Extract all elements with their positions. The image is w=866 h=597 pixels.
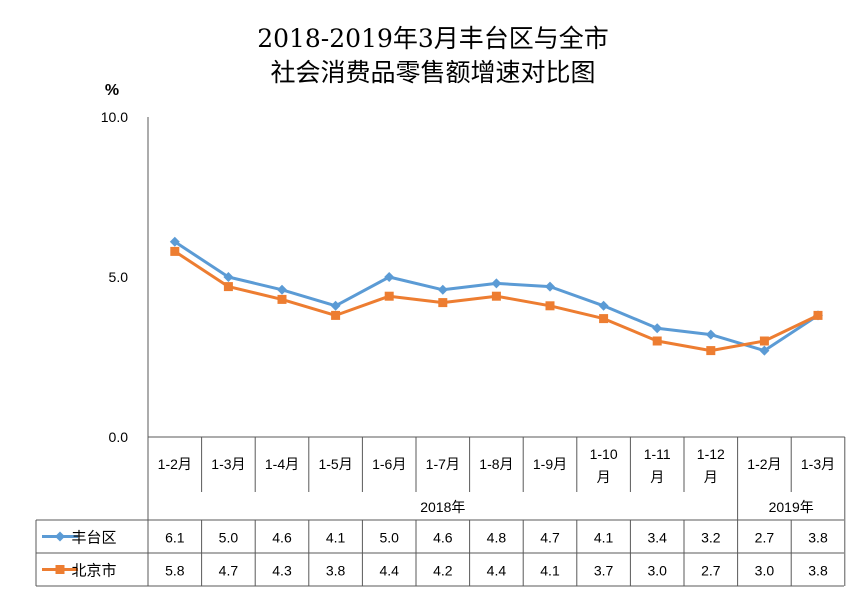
diamond-data-point: [223, 272, 234, 282]
data-table-cell: 5.0: [379, 530, 399, 546]
diamond-data-point: [759, 345, 770, 356]
square-data-point: [170, 246, 180, 256]
data-table-cell: 4.6: [272, 530, 292, 546]
y-tick-label: 5.0: [109, 269, 129, 285]
x-tick-label: 1-3月: [801, 456, 835, 472]
data-table-cell: 4.7: [219, 563, 239, 579]
x-tick-label: 1-5月: [318, 456, 352, 472]
legend-label: 丰台区: [71, 530, 116, 547]
legend-label: 北京市: [71, 563, 116, 580]
y-axis: 0.0 5.0 10.0: [101, 109, 149, 445]
data-table-cell: 4.6: [433, 530, 453, 546]
x-tick-label: 月: [704, 469, 718, 485]
series-line: [173, 250, 819, 353]
x-tick-label: 1-4月: [265, 456, 299, 472]
square-data-point: [706, 346, 716, 356]
square-data-point: [223, 282, 233, 292]
data-table-cell: 4.1: [540, 563, 560, 579]
category-table-grid: [35, 436, 846, 587]
year-group-label: 2018年: [420, 499, 465, 515]
square-data-point: [491, 291, 501, 301]
data-table-cell: 4.7: [540, 530, 560, 546]
square-data-point: [813, 310, 823, 320]
data-table-cell: 4.1: [594, 530, 614, 546]
y-axis-unit: %: [105, 82, 119, 99]
data-table-cell: 5.0: [219, 530, 239, 546]
diamond-data-point: [652, 323, 663, 334]
series-lines: [169, 236, 823, 356]
x-tick-label: 1-11: [644, 446, 671, 462]
diamond-data-point: [437, 284, 448, 295]
diamond-data-point: [705, 329, 716, 340]
chart-title-line-2: 社会消费品零售额增速对比图: [270, 58, 595, 87]
data-table-cell: 4.4: [379, 563, 399, 579]
legend-marker-icon: [55, 565, 65, 574]
square-data-point: [759, 336, 769, 346]
square-data-point: [652, 336, 662, 346]
data-table-row: 丰台区 6.1 5.0 4.6 4.1 5.0 4.6 4.8 4.7 4.1 3.4 3.2 2.7 3…: [42, 530, 828, 547]
diamond-data-point: [277, 284, 287, 295]
chart-title: 2018-2019年3月丰台区与全市 社会消费品零售额增速对比图: [257, 24, 609, 87]
square-data-point: [438, 298, 448, 308]
diamond-data-point: [169, 236, 180, 247]
data-table-cell: 4.1: [326, 530, 346, 546]
x-tick-label: 1-3月: [211, 456, 245, 472]
data-table-cell: 4.2: [433, 563, 453, 579]
data-table-cell: 3.8: [808, 530, 828, 546]
data-table-cell: 3.8: [326, 563, 346, 579]
data-table-cell: 4.4: [487, 563, 507, 579]
data-table-cell: 3.4: [647, 530, 667, 546]
legend-marker-icon: [55, 531, 65, 542]
x-tick-label: 1-2月: [747, 456, 781, 472]
x-tick-label: 月: [597, 469, 611, 485]
diamond-data-point: [330, 300, 341, 311]
data-table-cell: 3.2: [701, 530, 721, 546]
data-table-cell: 2.7: [755, 530, 775, 546]
year-group-labels: 2018年 2019年: [420, 499, 814, 515]
data-table-cell: 3.0: [647, 563, 667, 579]
data-table-cell: 2.7: [701, 563, 721, 579]
data-table-cell: 3.8: [808, 563, 828, 579]
diamond-data-point: [384, 272, 395, 282]
data-table-cell: 4.8: [487, 530, 507, 546]
y-tick-label: 10.0: [101, 109, 128, 125]
diamond-data-point: [491, 278, 502, 289]
x-tick-label: 1-2月: [158, 456, 192, 472]
square-data-point: [331, 310, 341, 320]
x-tick-label: 1-12: [697, 446, 725, 462]
x-tick-label: 1-8月: [479, 456, 513, 472]
x-tick-label: 1-6月: [372, 456, 406, 472]
data-table-cell: 5.8: [165, 563, 185, 579]
square-data-point: [599, 314, 609, 324]
x-tick-label: 1-7月: [426, 456, 460, 472]
square-data-point: [545, 301, 555, 311]
data-table-row: 北京市 5.8 4.7 4.3 3.8 4.4 4.2 4.4 4.1 3.7 3.0 2.7 3.0 3…: [42, 563, 828, 580]
data-table: 丰台区 6.1 5.0 4.6 4.1 5.0 4.6 4.8 4.7 4.1 3.4 3.2 2.7 3…: [42, 530, 828, 580]
y-tick-label: 0.0: [109, 429, 129, 445]
diamond-data-point: [598, 300, 609, 311]
data-table-cell: 3.7: [594, 563, 614, 579]
chart-title-line-1: 2018-2019年3月丰台区与全市: [257, 24, 609, 53]
year-group-label: 2019年: [769, 499, 814, 515]
square-data-point: [384, 291, 394, 301]
data-table-cell: 3.0: [755, 563, 775, 579]
diamond-data-point: [545, 281, 555, 292]
x-tick-label: 1-9月: [533, 456, 567, 472]
series-2: [170, 246, 823, 356]
data-table-cell: 6.1: [165, 530, 185, 546]
data-table-cell: 4.3: [272, 563, 292, 579]
category-labels: 1-2月 1-3月 1-4月 1-5月 1-6月 1-7月 1-8月 1-9月 1-10 月 1-1…: [158, 446, 835, 485]
square-data-point: [277, 294, 287, 304]
x-tick-label: 1-10: [590, 446, 618, 462]
x-tick-label: 月: [650, 469, 664, 485]
